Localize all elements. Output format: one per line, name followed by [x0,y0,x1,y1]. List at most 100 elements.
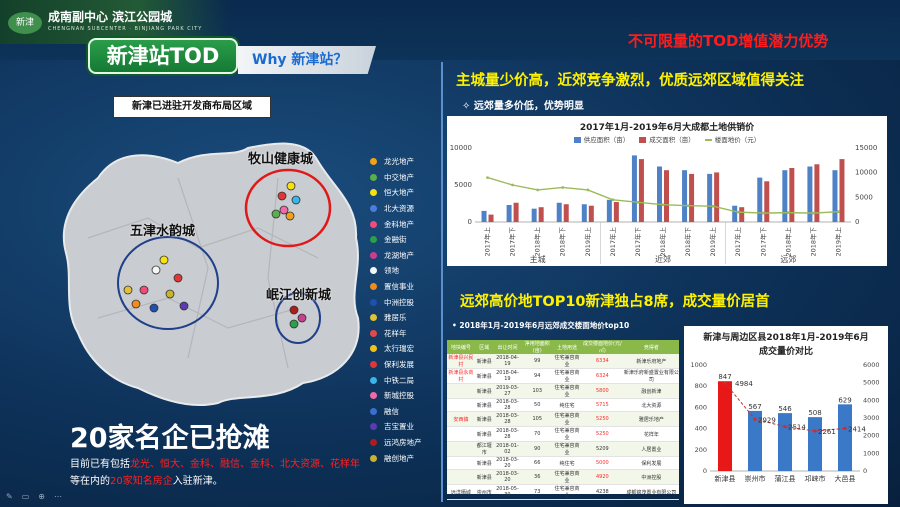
table-cell [447,398,475,412]
y-tick-left: 0 [468,218,472,226]
point-price [486,176,489,179]
x-tick-label: 2017年下 [508,227,517,257]
table-cell: 2018-01-02 [493,441,522,457]
legend-dot [370,438,377,446]
table-cell: 6324 [580,368,624,384]
legend-dot [370,329,377,337]
table-cell: 5250 [580,411,624,427]
legend-label: 雅居乐 [384,313,407,323]
table-cell: 保利发展 [623,456,679,470]
land-chart-legend: 供应面积（亩） 成交面积（亩） 楼面地价（元） [447,134,887,144]
table-cell: 北大资源 [623,398,679,412]
legend-label: 吉宝置业 [384,422,414,432]
region-label-minjiang: 岷江创新城 [266,288,332,303]
legend-dot [370,361,377,369]
bar-deal [664,170,669,222]
table-row: 新津县 2018-03-28 50 纯住宅 5715 北大资源 [447,398,679,412]
section1-title: 主城量少价高，近郊竞争激烈，优质远郊区域值得关注 [456,73,804,89]
legend-deal: 成交面积（亩） [639,134,695,144]
table-cell: 新津县 [474,411,494,427]
data-label-volume: 567 [748,403,761,411]
x-tick-label: 邛崃市 [805,474,826,483]
y-tick-right: 3000 [863,414,880,422]
developer-pins [123,181,307,329]
bar-supply [631,155,637,222]
y-tick-left: 0 [703,467,707,475]
slogan: 不可限量的TOD增值潜力优势 [628,32,829,50]
table-cell [447,383,475,399]
desc-highlight: 龙光、恒大、金科、融信、金科、北大资源、花样年 [130,459,360,470]
table-cell: 融创新津 [623,383,679,399]
menu-icon[interactable]: ⋯ [53,492,62,501]
table-header-cell: 成交楼面地价(元/㎡) [580,340,624,354]
slideshow-toolbar: ✎ ▭ ⊕ ⋯ [6,492,62,501]
x-tick-label: 2018年上 [783,227,792,257]
table-cell: 人居置业 [623,441,679,457]
y-tick-left: 400 [695,425,707,433]
table-cell: 5000 [580,456,624,470]
legend-supply-label: 供应面积（亩） [583,136,630,144]
table-cell: 4920 [580,469,624,485]
legend-label: 中铁二局 [384,375,414,385]
legend-label: 新城控股 [384,391,414,401]
table-cell: 新津县 [474,354,494,369]
table-row: 都江堰市 2018-01-02 90 住宅兼容商业 5209 人居置业 [447,441,679,457]
bar-deal [513,202,519,222]
table-row: 新津县 2018-03-28 70 住宅兼容商业 5250 花样年 [447,426,679,442]
legend-label: 龙光地产 [384,157,414,167]
screen-icon[interactable]: ▭ [21,492,30,501]
legend-dot [370,173,377,181]
why-label: Why 新津站？ [238,46,376,74]
legend-label: 保利发展 [384,360,414,370]
table-cell: 新津县 [474,383,494,399]
point-price [736,210,740,214]
bar-supply [506,204,512,222]
legend-dot [370,314,377,322]
table-cell: 5800 [580,383,624,399]
data-label-volume: 546 [778,405,792,413]
x-tick-label: 2017年上 [733,227,742,257]
x-tick-label: 2018年下 [808,227,817,257]
x-tick-label: 2017年上 [608,227,617,257]
point-price [783,424,787,429]
slide-title: 新津站TOD [88,38,238,74]
table-cell [447,469,475,485]
point-price [786,211,790,215]
legend-dot [370,189,377,197]
x-tick-label: 蒲江县 [775,474,796,483]
legend-dot [370,454,377,462]
bar-deal [689,173,695,222]
pen-icon[interactable]: ✎ [6,492,13,501]
table-cell: 6334 [580,354,624,369]
point-price [511,183,514,187]
legend-supply: 供应面积（亩） [573,134,630,144]
y-tick-right: 10000 [855,169,877,177]
point-price [611,198,615,202]
data-label-price: 2261 [818,428,836,436]
y-tick-left: 1000 [690,361,707,369]
region-minjiang-outline [275,292,321,344]
table-cell: 新津县 [474,368,494,384]
table-cell: 2018-05-30 [493,484,522,500]
legend-item-developer: 太行瑞宏 [370,341,450,357]
x-tick-label: 2017年下 [758,227,767,257]
table-cell: 纯住宅 [553,398,581,412]
legend-item-developer: 花样年 [370,326,450,342]
description-line-2: 等在内的20家知名房企入驻新津。 [70,472,223,487]
point-price [561,186,565,189]
point-price [686,204,690,208]
data-label-volume: 847 [718,373,731,381]
table-header-cell: 竞得者 [623,340,679,354]
zoom-icon[interactable]: ⊕ [38,492,45,501]
table-header-cell: 出让时间 [493,340,522,354]
legend-dot [370,376,377,384]
point-price [586,188,590,192]
description-line-1: 目前已有包括龙光、恒大、金科、融信、金科、北大资源、花样年 [70,455,360,470]
legend-item-developer: 融信 [370,404,450,420]
legend-label: 融信 [384,406,399,416]
point-price [813,429,817,433]
legend-dot [370,407,377,415]
table-cell: 5250 [580,426,624,442]
table-row: 新津县 2018-03-20 66 纯住宅 5000 保利发展 [447,456,679,470]
legend-item-developer: 中洲控股 [370,294,450,310]
